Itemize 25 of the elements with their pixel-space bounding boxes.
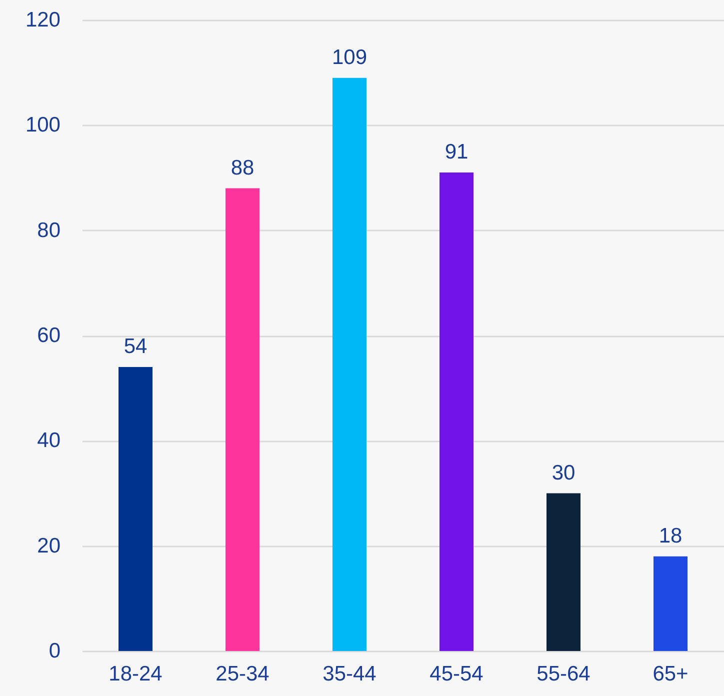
- bar: [332, 78, 366, 651]
- bar: [440, 172, 474, 651]
- y-tick-label: 60: [37, 324, 60, 347]
- bar: [546, 493, 580, 651]
- x-tick-label: 35-44: [322, 662, 377, 686]
- x-tick-label: 65+: [652, 662, 688, 686]
- x-tick-label: 18-24: [108, 662, 163, 686]
- y-tick-label: 20: [37, 534, 60, 558]
- y-tick-label: 100: [25, 114, 60, 137]
- data-label: 109: [332, 46, 368, 69]
- bar: [654, 556, 688, 651]
- x-tick-label: 25-34: [216, 662, 270, 686]
- x-tick-label: 55-64: [536, 662, 591, 686]
- data-label: 91: [444, 140, 468, 164]
- bar: [226, 188, 260, 651]
- data-label: 18: [658, 524, 682, 548]
- x-tick-label: 45-54: [430, 662, 484, 686]
- y-tick-label: 0: [48, 640, 60, 662]
- y-tick-label: 120: [25, 8, 60, 32]
- data-label: 88: [230, 156, 254, 180]
- bar: [118, 367, 152, 651]
- y-tick-label: 40: [37, 429, 60, 452]
- y-tick-label: 80: [37, 218, 60, 242]
- data-label: 54: [124, 335, 148, 358]
- data-label: 30: [552, 461, 576, 484]
